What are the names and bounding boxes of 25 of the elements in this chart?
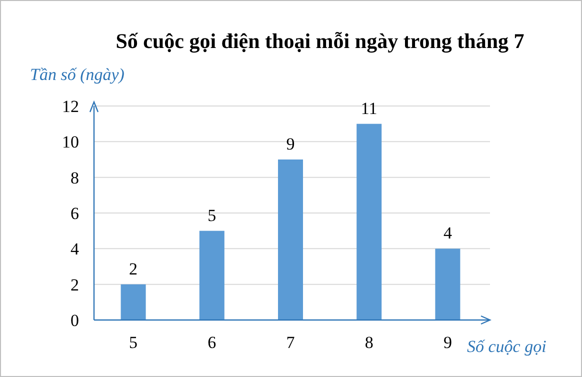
bar — [120, 284, 146, 320]
y-tick-label: 4 — [70, 240, 80, 259]
bar — [199, 230, 224, 320]
data-label: 11 — [360, 98, 378, 118]
x-tick-label: 9 — [443, 333, 452, 352]
data-label: 2 — [129, 259, 138, 278]
y-axis-title: Tần số (ngày) — [30, 65, 125, 84]
bar — [278, 160, 303, 320]
y-tick-label: 8 — [70, 168, 79, 188]
y-tick-label: 12 — [62, 97, 79, 116]
x-tick-label: 7 — [286, 333, 296, 352]
y-tick-label: 10 — [62, 132, 79, 152]
x-tick-label: 6 — [208, 333, 216, 352]
data-label: 4 — [443, 224, 452, 243]
chart-title: Số cuộc gọi điện thoại mỗi ngày trong tháng 7 — [116, 29, 524, 53]
x-axis-title: Số cuộc gọi — [467, 337, 547, 356]
y-tick-label: 0 — [70, 311, 79, 330]
y-tick-label: 6 — [70, 204, 79, 223]
data-label: 5 — [208, 206, 216, 225]
x-tick-label: 8 — [364, 333, 374, 352]
x-tick-label: 5 — [129, 333, 138, 352]
bar — [435, 248, 460, 320]
bar — [356, 124, 382, 320]
data-label: 9 — [286, 134, 295, 154]
y-tick-label: 2 — [70, 275, 79, 294]
